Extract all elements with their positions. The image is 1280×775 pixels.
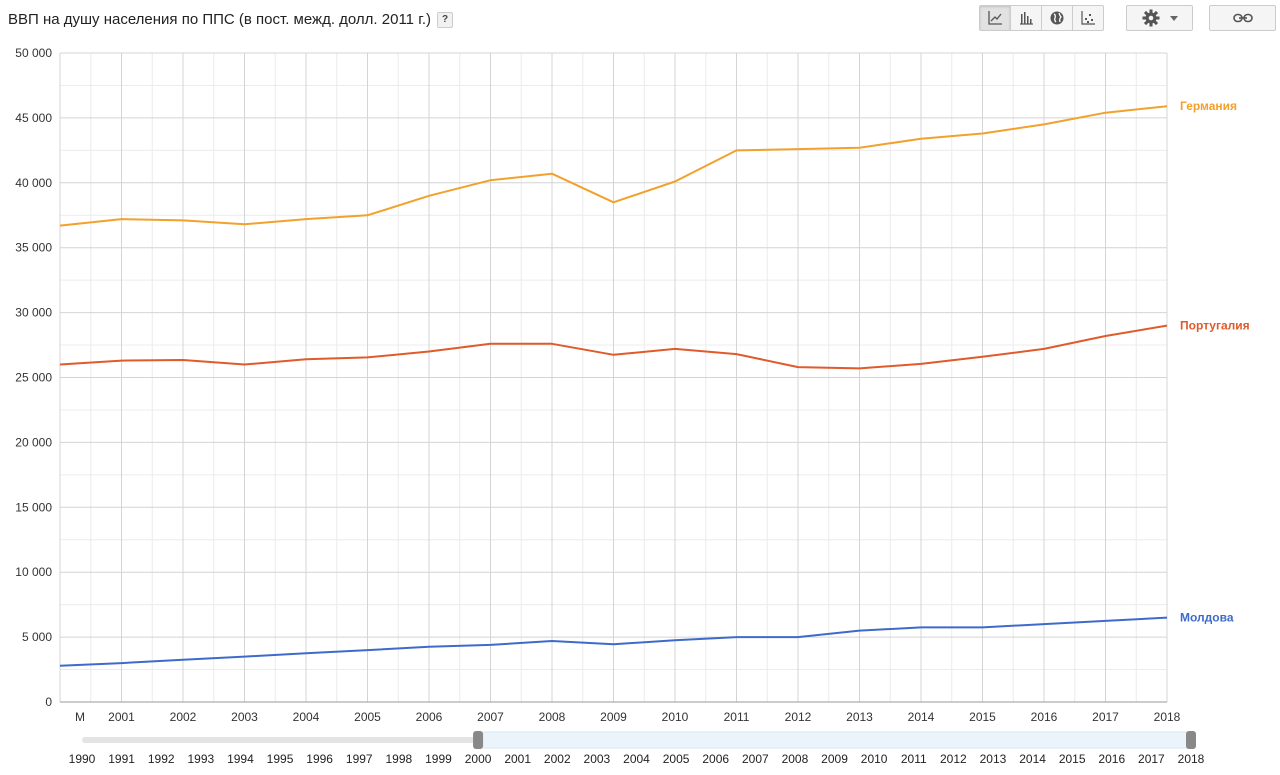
share-link-button[interactable]: [1209, 5, 1276, 31]
timeline-slider[interactable]: 1990 1991 1992 1993 1994 1995 1996 1997 1998 1999…: [0, 728, 1280, 775]
gear-icon: [1142, 9, 1159, 27]
y-tick-label: 15 000: [15, 500, 52, 514]
timeline-year-label: 2000: [465, 752, 492, 766]
x-tick-label: 2012: [785, 710, 812, 724]
timeline-year-label: 1994: [227, 752, 254, 766]
x-tick-label: M: [75, 710, 85, 724]
y-tick-label: 50 000: [15, 46, 52, 60]
x-tick-label: 2002: [170, 710, 197, 724]
timeline-year-label: 2002: [544, 752, 571, 766]
y-tick-label: 10 000: [15, 565, 52, 579]
x-tick-label: 2004: [293, 710, 320, 724]
timeline-year-label: 2004: [623, 752, 650, 766]
y-tick-label: 0: [45, 695, 52, 709]
timeline-year-label: 1993: [187, 752, 214, 766]
timeline-year-label: 2010: [861, 752, 888, 766]
link-icon: [1232, 13, 1253, 23]
x-tick-label: 2003: [231, 710, 258, 724]
x-tick-label: 2015: [969, 710, 996, 724]
x-tick-label: 2018: [1154, 710, 1181, 724]
x-tick-label: 2009: [600, 710, 627, 724]
series-label: Португалия: [1180, 319, 1250, 333]
y-tick-label: 20 000: [15, 435, 52, 449]
timeline-year-label: 1998: [386, 752, 413, 766]
y-tick-label: 40 000: [15, 176, 52, 190]
chevron-down-icon: [1169, 15, 1178, 21]
line-chart: 0 5 000 10 000 15 000 20 000 25 000 30 000 35 0…: [15, 46, 1250, 724]
timeline-year-label: 1995: [267, 752, 294, 766]
x-tick-label: 2011: [724, 710, 750, 724]
timeline-year-label: 2015: [1059, 752, 1086, 766]
bar-chart-icon: [1020, 12, 1033, 25]
x-tick-label: 2016: [1031, 710, 1058, 724]
scatter-chart-button[interactable]: [1072, 5, 1104, 31]
timeline-year-label: 2017: [1138, 752, 1165, 766]
timeline-year-label: 1996: [306, 752, 333, 766]
timeline-year-label: 2006: [702, 752, 729, 766]
slider-selected-range: [477, 731, 1192, 749]
timeline-year-label: 2009: [821, 752, 848, 766]
globe-icon: [1050, 11, 1064, 25]
chart-title: ВВП на душу населения по ППС (в пост. ме…: [8, 11, 431, 28]
y-tick-label: 5 000: [22, 630, 52, 644]
timeline-year-label: 2001: [504, 752, 531, 766]
x-tick-label: 2007: [477, 710, 504, 724]
scatter-chart-icon: [1081, 11, 1095, 25]
timeline-year-label: 1991: [108, 752, 135, 766]
timeline-year-label: 1992: [148, 752, 175, 766]
timeline-year-label: 2007: [742, 752, 769, 766]
bar-chart-button[interactable]: [1010, 5, 1042, 31]
x-tick-label: 2013: [846, 710, 873, 724]
x-tick-label: 2008: [539, 710, 566, 724]
timeline-year-label: 2003: [584, 752, 611, 766]
settings-menu-button[interactable]: [1126, 5, 1193, 31]
timeline-year-label: 1999: [425, 752, 452, 766]
slider-end-handle[interactable]: [1186, 731, 1196, 749]
timeline-year-label: 2016: [1098, 752, 1125, 766]
y-tick-label: 35 000: [15, 241, 52, 255]
x-tick-label: 2006: [416, 710, 443, 724]
timeline-year-label: 1990: [69, 752, 96, 766]
series-line: [59, 616, 1168, 667]
series-line: [59, 324, 1168, 370]
timeline-year-label: 2018: [1178, 752, 1205, 766]
help-button[interactable]: ?: [437, 11, 453, 28]
timeline-year-label: 1997: [346, 752, 373, 766]
timeline-year-label: 2008: [782, 752, 809, 766]
slider-start-handle[interactable]: [473, 731, 484, 749]
x-tick-label: 2010: [662, 710, 689, 724]
x-tick-label: 2001: [108, 710, 135, 724]
y-tick-label: 25 000: [15, 371, 52, 385]
timeline-year-label: 2014: [1019, 752, 1046, 766]
series-label: Молдова: [1180, 611, 1234, 625]
x-tick-label: 2005: [354, 710, 381, 724]
series-label: Германия: [1180, 99, 1237, 113]
x-tick-label: 2014: [908, 710, 935, 724]
page-title: ВВП на душу населения по ППС (в пост. ме…: [8, 11, 453, 28]
timeline-year-label: 2012: [940, 752, 967, 766]
timeline-year-label: 2013: [980, 752, 1007, 766]
y-tick-label: 30 000: [15, 306, 52, 320]
chart-type-toolbar: [979, 5, 1104, 31]
series-line: [59, 105, 1168, 227]
timeline-year-label: 2005: [663, 752, 690, 766]
x-tick-label: 2017: [1092, 710, 1119, 724]
line-chart-icon: [988, 11, 1002, 25]
y-tick-label: 45 000: [15, 111, 52, 125]
timeline-year-label: 2011: [901, 752, 927, 766]
